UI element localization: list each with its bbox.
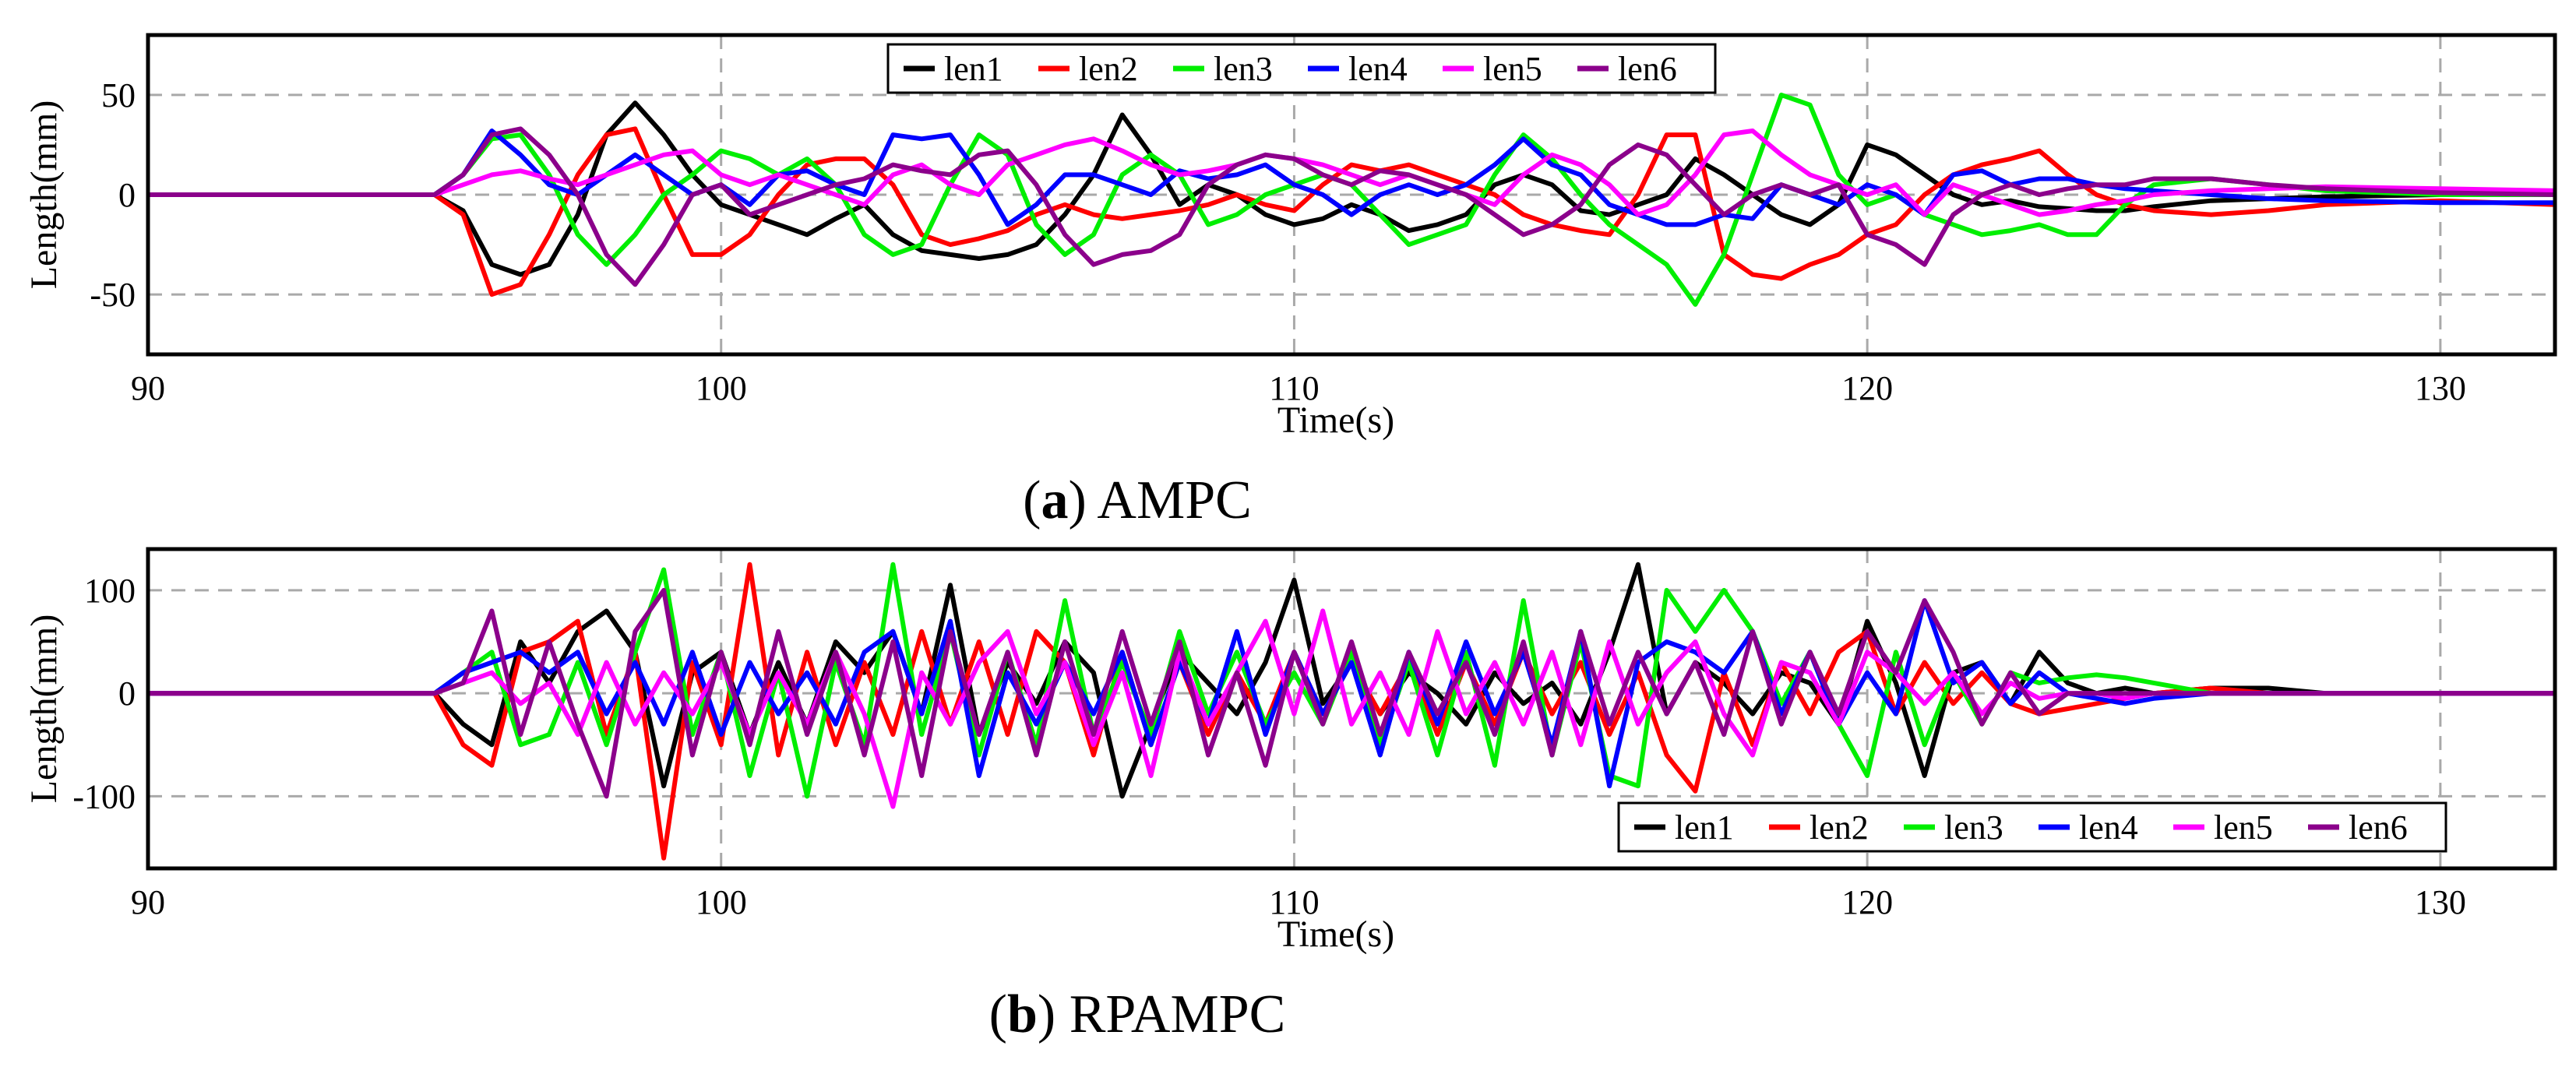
y-tick-label: 0 (118, 674, 136, 713)
y-tick-label: 50 (101, 76, 136, 114)
caption-a-letter: a (1041, 470, 1068, 530)
caption-a-text: AMPC (1097, 470, 1251, 530)
plot-frame (146, 547, 2557, 871)
caption-b-letter: b (1007, 984, 1038, 1044)
legend-label-len5: len5 (2214, 808, 2273, 847)
x-tick-label: 90 (131, 369, 165, 407)
legend-label-len3: len3 (1944, 808, 2003, 847)
series-group (148, 92, 2555, 307)
series-line-len1 (148, 100, 2555, 277)
y-axis-label: Length(mm) (23, 614, 65, 804)
caption-a: (a) AMPC (1023, 470, 1252, 530)
y-tick-label: -50 (90, 276, 136, 314)
legend: len1 len2 len3 len4 len5 len6 (886, 43, 1717, 94)
x-tick-label: 130 (2415, 369, 2466, 407)
legend-label-len2: len2 (1810, 808, 1869, 847)
y-axis-label: Length(mm) (23, 100, 65, 290)
legend-label-len4: len4 (2079, 808, 2138, 847)
caption-b-text: RPAMPC (1070, 984, 1286, 1044)
x-tick-label: 100 (696, 883, 747, 921)
panel-b-chart: 90 100 110 120 130 -100 0 100 Time(s) Length(mm) l… (23, 547, 2557, 955)
caption-b: (b) RPAMPC (989, 984, 1286, 1044)
x-tick-label: 110 (1269, 369, 1319, 407)
y-tick-label: 100 (84, 572, 136, 610)
legend-label-len5: len5 (1483, 50, 1542, 88)
x-axis-label: Time(s) (1277, 400, 1394, 441)
legend-label-len4: len4 (1348, 50, 1408, 88)
legend-label-len2: len2 (1079, 50, 1138, 88)
x-tick-label: 100 (696, 369, 747, 407)
legend: len1 len2 len3 len4 len5 len6 (1617, 801, 2447, 853)
legend-label-len1: len1 (1675, 808, 1734, 847)
plot-frame (146, 33, 2557, 357)
y-tick-label: -100 (72, 777, 136, 815)
series-line-len6 (148, 587, 2555, 799)
series-group (148, 562, 2555, 861)
x-tick-label: 90 (131, 883, 165, 921)
x-tick-label: 120 (1841, 369, 1893, 407)
legend-label-len6: len6 (1618, 50, 1677, 88)
legend-label-len3: len3 (1214, 50, 1273, 88)
panel-a-chart: 90 100 110 120 130 -50 0 50 Time(s) Length(mm) len… (23, 33, 2557, 441)
legend-label-len6: len6 (2349, 808, 2408, 847)
series-line-len5 (148, 129, 2555, 217)
x-tick-label: 130 (2415, 883, 2466, 921)
series-line-len2 (148, 126, 2555, 298)
series-line-len6 (148, 126, 2555, 287)
x-axis-label: Time(s) (1277, 914, 1394, 955)
legend-label-len1: len1 (944, 50, 1003, 88)
x-tick-label: 110 (1269, 883, 1319, 921)
x-tick-label: 120 (1841, 883, 1893, 921)
y-tick-label: 0 (118, 176, 136, 214)
